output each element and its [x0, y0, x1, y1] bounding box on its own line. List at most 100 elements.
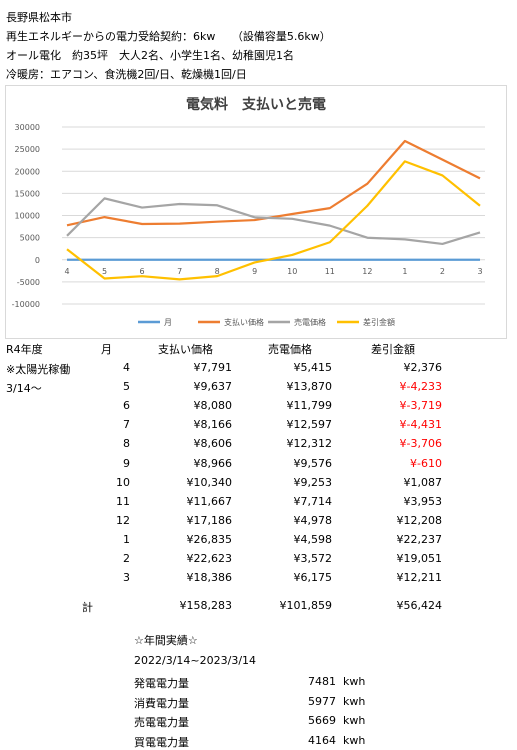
y-tick-label: 10000 — [15, 212, 40, 221]
row-pay: ¥8,606 — [193, 437, 233, 451]
x-tick-label: 2 — [440, 267, 445, 276]
row-pay: ¥8,966 — [193, 456, 233, 470]
x-tick-label: 9 — [252, 267, 257, 276]
summary-value: 7481 — [308, 675, 336, 688]
row-diff: ¥-3,706 — [399, 437, 442, 451]
total-diff: ¥56,424 — [396, 599, 443, 612]
row-month: 2 — [123, 552, 130, 565]
row-sell: ¥12,597 — [286, 418, 333, 432]
x-tick-label: 4 — [64, 267, 69, 276]
row-diff: ¥12,211 — [396, 571, 443, 585]
row-sell: ¥9,253 — [293, 475, 333, 489]
row-sell: ¥6,175 — [293, 571, 333, 585]
row-sell: ¥9,576 — [293, 456, 333, 470]
row-sell: ¥4,978 — [293, 513, 333, 527]
row-month: 7 — [123, 418, 130, 432]
table-note: 3/14～ — [6, 382, 42, 395]
summary-label: 買電電力量 — [134, 735, 189, 749]
row-month: 10 — [116, 475, 130, 489]
legend-label: 支払い価格 — [224, 317, 264, 327]
summary-period: 2022/3/14~2023/3/14 — [134, 654, 257, 667]
x-tick-label: 5 — [102, 267, 107, 276]
summary-label: 消費電力量 — [134, 696, 189, 710]
info-appliances: 冷暖房：エアコン、食洗機2回/日、乾燥機1回/日 — [6, 68, 247, 81]
row-sell: ¥12,312 — [286, 437, 333, 451]
y-tick-label: 20000 — [15, 167, 40, 176]
row-diff: ¥12,208 — [396, 513, 443, 527]
y-tick-label: 15000 — [15, 189, 40, 198]
row-diff: ¥-4,431 — [399, 418, 442, 432]
summary-unit: kwh — [343, 733, 366, 747]
row-sell: ¥13,870 — [286, 380, 333, 394]
info-household: オール電化 約35坪 大人2名、小学生1名、幼稚園児1名 — [6, 49, 294, 62]
header-month: 月 — [101, 343, 112, 356]
x-tick-label: 6 — [140, 267, 145, 276]
summary-label: 発電電力量 — [134, 677, 189, 690]
legend-label: 月 — [164, 318, 172, 327]
y-tick-label: -5000 — [17, 278, 40, 287]
summary-title: ☆年間実績☆ — [134, 634, 198, 647]
row-pay: ¥17,186 — [186, 513, 233, 527]
row-diff: ¥2,376 — [403, 361, 443, 374]
row-pay: ¥10,340 — [186, 475, 233, 489]
header-sell: 売電価格 — [268, 343, 312, 356]
summary-label: 売電電力量 — [134, 716, 189, 729]
total-sell: ¥101,859 — [279, 599, 333, 612]
x-tick-label: 12 — [362, 267, 372, 276]
x-tick-label: 11 — [325, 267, 335, 276]
series-line — [66, 139, 481, 227]
summary-value: 5669 — [308, 714, 336, 727]
row-diff: ¥-610 — [410, 456, 442, 470]
row-month: 4 — [123, 361, 130, 374]
x-tick-label: 3 — [477, 267, 482, 276]
y-tick-label: 0 — [35, 256, 40, 265]
x-tick-label: 10 — [287, 267, 297, 276]
line-chart: -10000 -5000 0 5000 10000 15000 20000 25000 3000… — [12, 123, 485, 327]
table-year-label: R4年度 — [6, 343, 43, 356]
series-line — [66, 197, 481, 246]
row-pay: ¥7,791 — [193, 361, 233, 374]
row-month: 1 — [123, 532, 130, 546]
x-tick-label: 8 — [215, 267, 220, 276]
row-month: 5 — [123, 380, 130, 394]
row-pay: ¥26,835 — [186, 532, 233, 546]
y-tick-label: 25000 — [15, 145, 40, 154]
y-tick-label: -10000 — [12, 300, 40, 309]
row-pay: ¥11,667 — [186, 494, 233, 508]
row-sell: ¥11,799 — [286, 399, 333, 413]
info-contract: 再生エネルギーからの電力受給契約：6kw （設備容量5.6kw） — [6, 30, 331, 43]
y-tick-label: 5000 — [20, 234, 40, 243]
row-month: 11 — [116, 494, 130, 508]
row-pay: ¥9,637 — [193, 380, 233, 394]
row-diff: ¥22,237 — [396, 532, 443, 546]
table-note: ※太陽光稼働 — [6, 363, 71, 376]
row-pay: ¥8,166 — [193, 418, 233, 432]
y-tick-label: 30000 — [15, 123, 40, 132]
row-sell: ¥5,415 — [293, 361, 333, 374]
total-pay: ¥158,283 — [179, 599, 233, 612]
row-diff: ¥-4,233 — [399, 380, 442, 394]
chart-title: 電気料 支払いと売電 — [186, 97, 326, 113]
summary-unit: kwh — [343, 675, 366, 688]
row-month: 6 — [123, 399, 130, 413]
row-month: 9 — [123, 456, 130, 470]
row-sell: ¥4,598 — [293, 532, 333, 546]
summary-unit: kwh — [343, 714, 366, 727]
row-sell: ¥3,572 — [293, 552, 333, 565]
row-month: 8 — [123, 437, 130, 451]
row-diff: ¥1,087 — [403, 475, 443, 489]
row-month: 12 — [116, 513, 130, 527]
summary-unit: kwh — [343, 694, 366, 708]
row-pay: ¥8,080 — [193, 399, 233, 413]
row-month: 3 — [123, 571, 130, 585]
row-pay: ¥18,386 — [186, 571, 233, 585]
x-tick-label: 7 — [177, 267, 182, 276]
header-diff: 差引金額 — [371, 343, 415, 356]
row-diff: ¥3,953 — [403, 494, 443, 508]
chart-area: 電気料 支払いと売電 -10000 -5000 0 5000 10000 15000 200… — [5, 85, 507, 339]
series-line — [66, 160, 481, 281]
legend-label: 差引金額 — [363, 317, 395, 327]
total-label: 計 — [82, 601, 93, 614]
row-diff: ¥-3,719 — [399, 399, 442, 413]
row-diff: ¥19,051 — [396, 552, 443, 565]
